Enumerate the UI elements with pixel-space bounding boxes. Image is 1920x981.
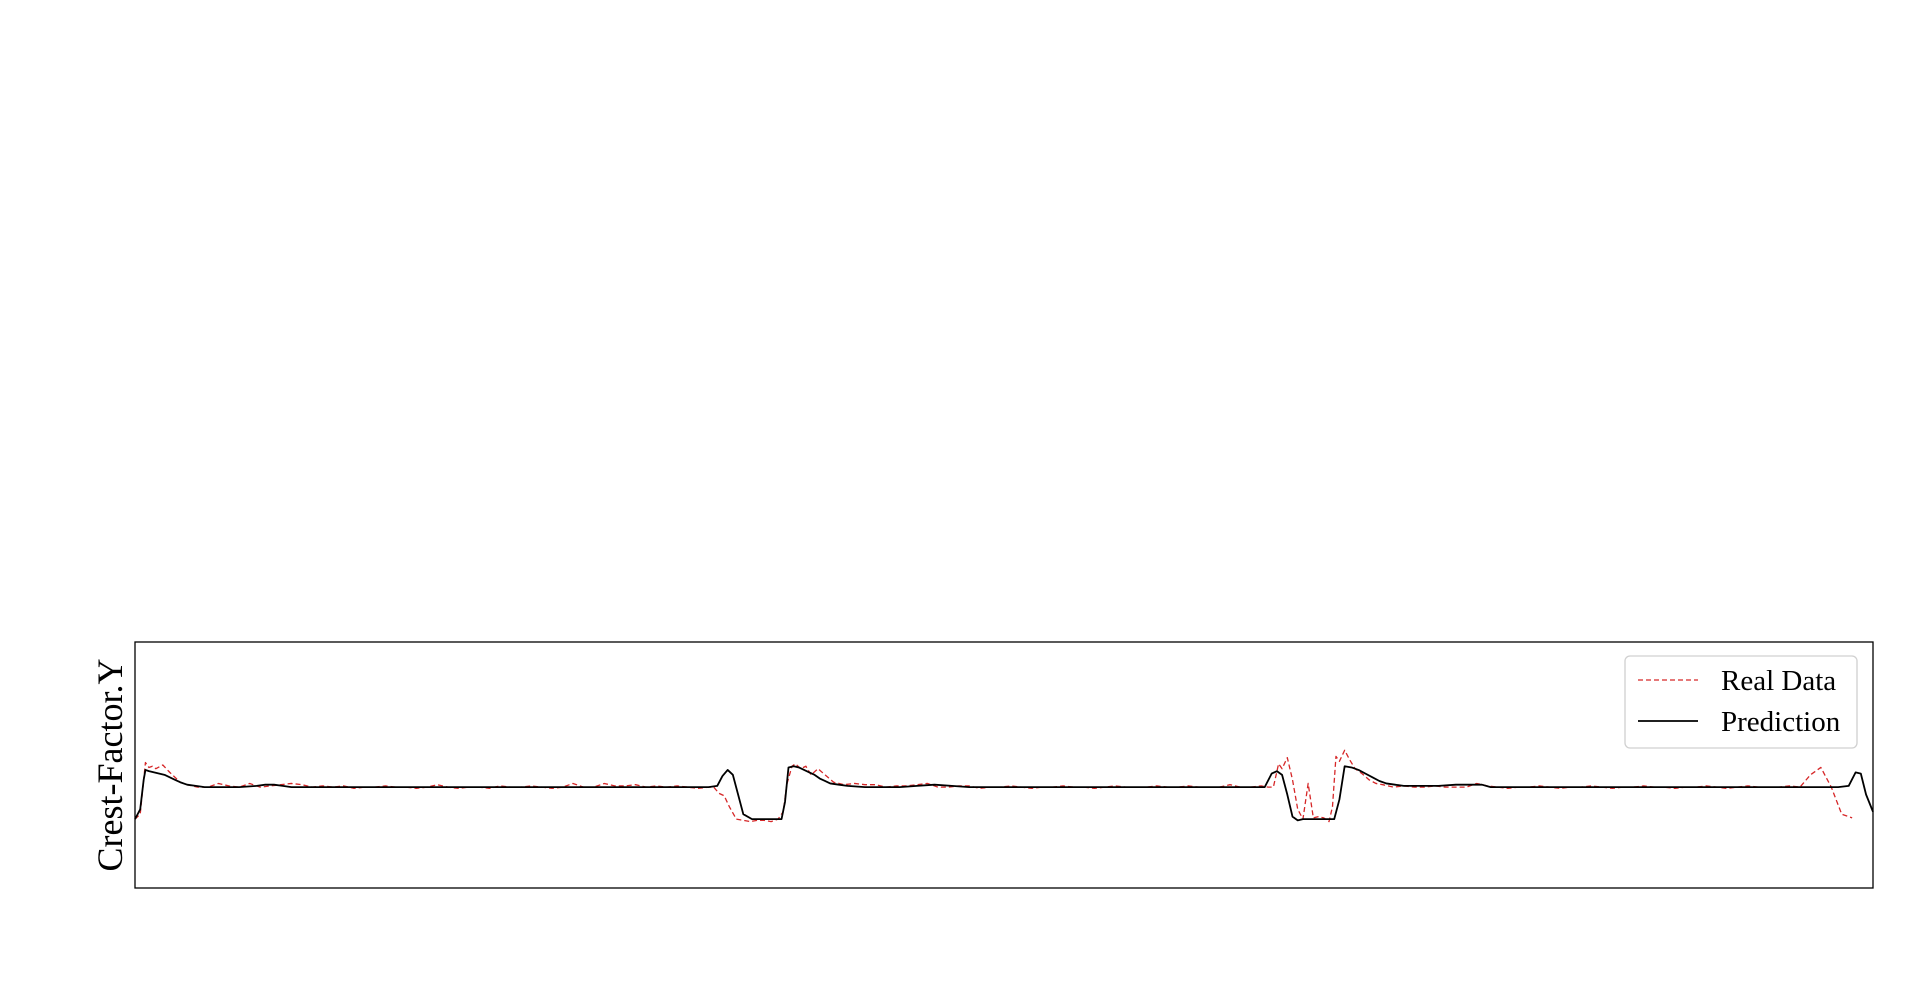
legend-box — [1624, 655, 1858, 749]
series-line-prediction — [134, 765, 1874, 822]
legend-label-real-data: Real Data — [1721, 665, 1836, 697]
plot-frame — [134, 641, 1874, 889]
series-layer — [134, 749, 1874, 823]
legend: Real Data Prediction — [1624, 655, 1858, 749]
y-axis-label: Crest-Factor.Y — [90, 659, 130, 872]
series-line-real-data — [134, 749, 1853, 823]
legend-label-prediction: Prediction — [1721, 706, 1841, 738]
